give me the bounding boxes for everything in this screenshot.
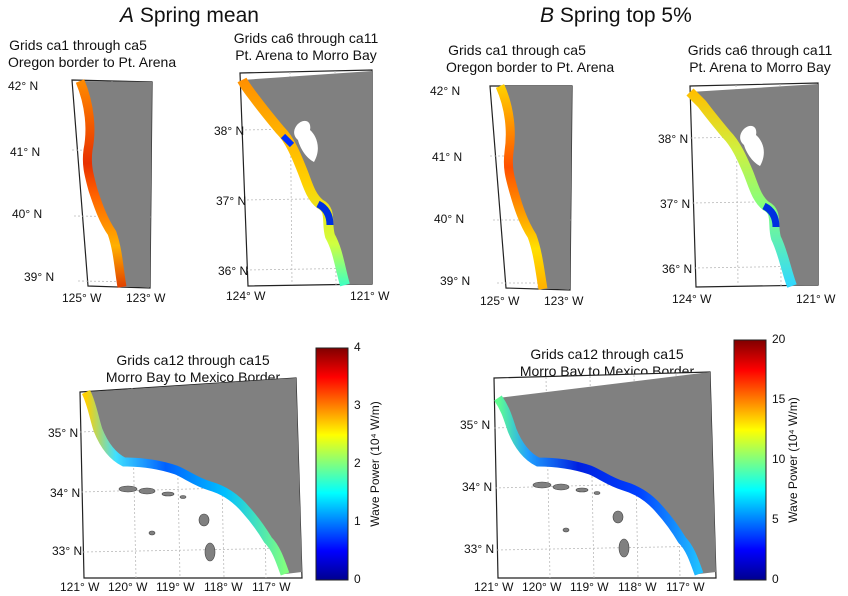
colorbar-b-label: Wave Power (10⁴ W/m) (786, 397, 800, 523)
map-b-central (686, 82, 819, 288)
map-a-central-bay (294, 120, 318, 162)
b-south-lat-34: 34° N (462, 480, 493, 494)
a-south-lon-118: 118° W (204, 580, 243, 594)
panel-a-title: A Spring mean (120, 4, 259, 28)
b-central-lat-36: 36° N (662, 262, 693, 276)
b-south-lon-121: 121° W (474, 580, 514, 594)
colorbar-b (733, 339, 767, 581)
map-b-central-title-line2: Pt. Arena to Morro Bay (689, 59, 831, 75)
map-b-south-title-line1: Grids ca12 through ca15 (530, 346, 684, 362)
a-north-lat-41: 41° N (10, 145, 41, 159)
a-central-lat-36: 36° N (218, 264, 249, 278)
colorbar-a-tick-3: 3 (354, 398, 361, 412)
map-b-south (493, 371, 717, 579)
b-south-lon-118: 118° W (618, 580, 657, 594)
map-b-north-land (500, 86, 572, 289)
colorbar-b-tick-10: 10 (772, 452, 786, 466)
map-a-central-coast-strip (237, 77, 350, 287)
colorbar-b-tick-20: 20 (772, 332, 786, 346)
map-a-south-title-line2: Morro Bay to Mexico Border (105, 369, 281, 385)
a-south-lat-33: 33° N (52, 544, 83, 558)
b-central-lat-38: 38° N (658, 132, 689, 146)
map-a-south-islands (118, 485, 216, 562)
b-north-lon-123: 123° W (544, 294, 584, 308)
map-a-north (71, 79, 153, 289)
a-north-lat-39: 39° N (24, 270, 55, 284)
map-a-north-title-line2: Oregon border to Pt. Arena (8, 54, 177, 70)
colorbar-a-tick-1: 1 (354, 514, 361, 528)
map-b-central-title-line1: Grids ca6 through ca11 (687, 42, 833, 58)
b-north-lat-39: 39° N (440, 274, 471, 288)
a-north-lat-42: 42° N (8, 79, 39, 93)
panel-b-title: B Spring top 5% (540, 4, 692, 28)
a-central-lon-121: 121° W (350, 289, 390, 303)
map-b-north-title-line2: Oregon border to Pt. Arena (446, 59, 615, 75)
map-a-central-title: Grids ca6 through ca11 Pt. Arena to Morr… (226, 30, 386, 64)
panel-a-letter: A (120, 4, 135, 27)
map-b-south-land (498, 372, 716, 574)
map-b-north-title: Grids ca1 through ca5 Oregon border to P… (446, 42, 615, 76)
map-a-south (79, 377, 303, 579)
a-south-lon-121: 121° W (60, 580, 100, 594)
map-a-south-coast-strip (81, 389, 290, 576)
a-north-lon-125: 125° W (62, 291, 102, 305)
map-b-north-title-line1: Grids ca1 through ca5 (448, 42, 586, 58)
b-south-lon-119: 119° W (570, 580, 609, 594)
map-a-north-coast-strip (75, 79, 127, 288)
b-south-lon-120: 120° W (522, 580, 562, 594)
colorbar-a (315, 347, 349, 581)
map-a-central-title-line2: Pt. Arena to Morro Bay (235, 47, 377, 63)
a-south-lon-120: 120° W (108, 580, 148, 594)
a-south-lat-35: 35° N (48, 426, 79, 440)
map-a-south-title: Grids ca12 through ca15 Morro Bay to Mex… (88, 352, 298, 386)
b-north-lon-125: 125° W (480, 294, 520, 308)
map-a-south-title-line1: Grids ca12 through ca15 (116, 352, 270, 368)
a-central-lat-37: 37° N (216, 194, 247, 208)
b-south-lon-117: 117° W (666, 580, 705, 594)
map-b-north-coast-strip (495, 84, 548, 290)
panel-a-text: Spring mean (139, 4, 259, 27)
map-a-north-title-line1: Grids ca1 through ca5 (9, 37, 147, 53)
a-north-lon-123: 123° W (126, 291, 166, 305)
a-north-lat-40: 40° N (12, 207, 43, 221)
colorbar-a-tick-0: 0 (354, 572, 361, 586)
colorbar-b-tick-5: 5 (772, 512, 779, 526)
a-south-lon-119: 119° W (156, 580, 195, 594)
map-b-south-coast-strip (494, 395, 704, 576)
colorbar-a-label: Wave Power (10⁴ W/m) (368, 401, 382, 527)
colorbar-b-tick-0: 0 (772, 572, 779, 586)
colorbar-b-tick-15: 15 (772, 392, 786, 406)
map-a-north-title: Grids ca1 through ca5 Oregon border to P… (8, 37, 177, 71)
a-south-lon-117: 117° W (252, 580, 291, 594)
colorbar-a-tick-2: 2 (354, 456, 361, 470)
b-central-lat-37: 37° N (660, 197, 691, 211)
b-south-lat-33: 33° N (464, 542, 495, 556)
b-central-lon-121: 121° W (796, 292, 836, 306)
b-north-lat-41: 41° N (432, 150, 463, 164)
b-north-lat-42: 42° N (430, 84, 461, 98)
map-b-central-title: Grids ca6 through ca11 Pt. Arena to Morr… (678, 42, 842, 76)
b-north-lat-40: 40° N (434, 212, 465, 226)
map-a-central-title-line1: Grids ca6 through ca11 (233, 30, 379, 46)
map-a-central (237, 69, 373, 287)
map-b-north (489, 84, 573, 291)
colorbar-a-tick-4: 4 (354, 340, 361, 354)
b-central-lon-124: 124° W (672, 292, 712, 306)
panel-b-text: Spring top 5% (559, 4, 692, 27)
a-central-lat-38: 38° N (214, 124, 245, 138)
map-a-north-land (80, 81, 152, 287)
map-b-central-bay (740, 125, 764, 166)
b-south-lat-35: 35° N (460, 418, 491, 432)
a-south-lat-34: 34° N (50, 486, 81, 500)
map-b-central-coast-strip (686, 88, 797, 288)
a-central-lon-124: 124° W (226, 289, 266, 303)
map-b-south-islands (532, 481, 630, 558)
panel-b-letter: B (540, 4, 555, 27)
